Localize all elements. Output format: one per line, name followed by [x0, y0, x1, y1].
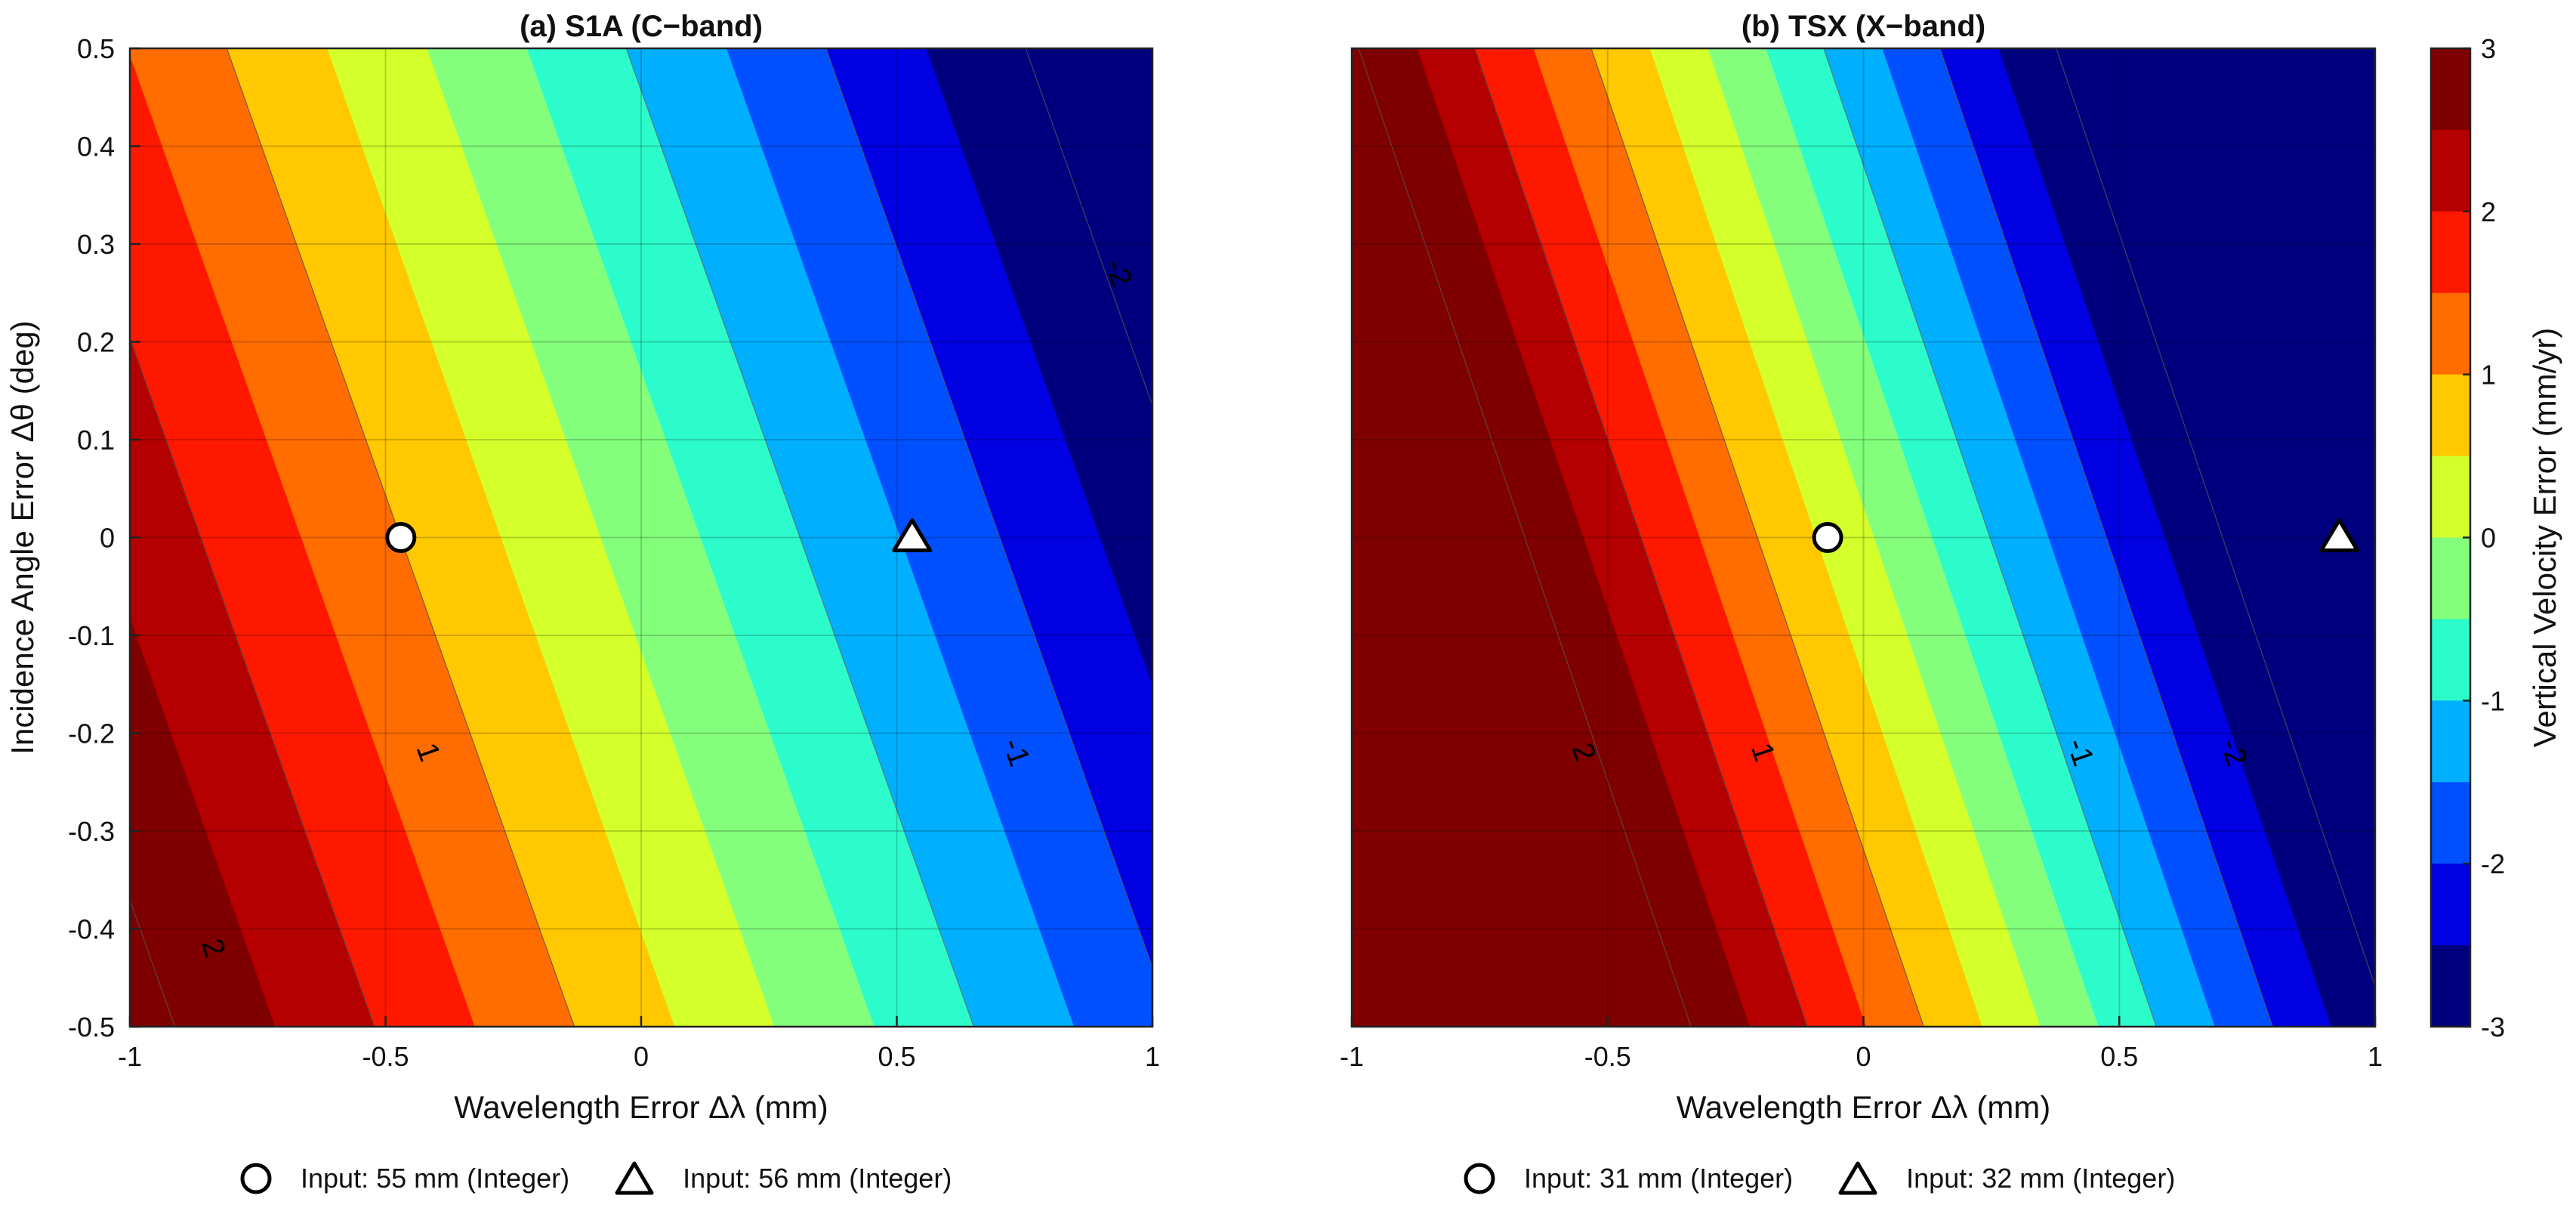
colorbar-tick-label: 3 [2481, 33, 2496, 64]
legend-a-item-triangle: Input: 56 mm (Integer) [613, 1160, 952, 1197]
colorbar-tick-label: -3 [2481, 1012, 2505, 1043]
legend-b-label-circle: Input: 31 mm (Integer) [1524, 1163, 1794, 1194]
panel-b-tsx: 12 -1 -2-1 -0.5 0 0.5 1(b) TSX (X−band)Wavelen… [1340, 10, 2383, 1125]
marker-triangle-a [892, 518, 933, 552]
y-tick-label: 0.5 [77, 33, 115, 64]
colorbar-segment [2431, 864, 2470, 946]
y-tick-label: -0.2 [68, 718, 115, 749]
legend-b-label-triangle: Input: 32 mm (Integer) [1906, 1163, 2176, 1194]
grid-a [130, 48, 1152, 1027]
x-tick-label: -0.5 [1584, 1041, 1631, 1072]
colorbar-segment [2431, 945, 2470, 1027]
x-axis-label-b: Wavelength Error Δλ (mm) [1677, 1089, 2051, 1125]
colorbar-segment [2431, 537, 2470, 620]
grid-b [1352, 48, 2375, 1027]
colorbar-segment [2431, 619, 2470, 701]
marker-triangle-b [2319, 518, 2360, 552]
contour-line [1025, 48, 1152, 407]
y-tick-label: 0.4 [77, 131, 115, 162]
x-tick-label: -1 [1340, 1041, 1364, 1072]
x-axis-label-a: Wavelength Error Δλ (mm) [454, 1089, 828, 1125]
contour-line [1474, 48, 1808, 1027]
y-tick-label: 0.3 [77, 229, 115, 260]
marker-circle-a [385, 522, 417, 553]
legend-b-item-circle: Input: 31 mm (Integer) [1462, 1161, 1793, 1196]
x-tick-label: -0.5 [362, 1041, 409, 1072]
contour-lines-b [1358, 48, 2375, 1027]
chart-title-b: (b) TSX (X−band) [1741, 10, 1985, 43]
circle-marker-icon [1464, 1163, 1495, 1194]
contour-line [1823, 48, 2157, 1027]
triangle-marker-icon [615, 1161, 654, 1195]
triangle-marker-icon [1838, 1161, 1877, 1195]
colorbar-tick-label: 0 [2481, 523, 2496, 554]
y-tick-label: 0.1 [77, 425, 115, 456]
x-tick-label: -1 [118, 1041, 142, 1072]
contour-line [1939, 48, 2273, 1027]
colorbar-tick-label: -1 [2481, 685, 2505, 716]
chart-title-a: (a) S1A (C−band) [520, 10, 763, 43]
y-tick-label: -0.5 [68, 1012, 115, 1043]
contour-line [625, 48, 974, 1027]
x-tick-label: 1 [2368, 1041, 2383, 1072]
colorbar-tick-label: 2 [2481, 196, 2496, 227]
y-tick-label: -0.4 [68, 914, 115, 945]
colorbar-segment [2431, 374, 2470, 457]
x-tick-label: 0.5 [878, 1041, 915, 1072]
contour-line [1358, 48, 1692, 1027]
colorbar-segment [2431, 456, 2470, 539]
colorbar-segment [2431, 782, 2470, 864]
contour-line [825, 48, 1152, 969]
contour-bands-b [1352, 48, 2375, 1027]
colorbar-tick-label: -2 [2481, 848, 2505, 879]
x-tick-label: 1 [1145, 1041, 1160, 1072]
legend-a-label-circle: Input: 55 mm (Integer) [301, 1163, 570, 1194]
colorbar-segment [2431, 48, 2470, 131]
y-axis-label-a: Incidence Angle Error Δθ (deg) [5, 320, 40, 754]
panel-a-s1a: 12-1-2-1 -0.5 0 0.5 10.50.40.30.20.10-0.1-0.… [5, 10, 1160, 1125]
contour-line [130, 336, 375, 1027]
x-tick-label: 0 [634, 1041, 649, 1072]
x-tick-label: 0 [1856, 1041, 1871, 1072]
contour-line [2056, 48, 2375, 988]
marker-circle-b [1812, 522, 1843, 553]
colorbar-label: Vertical Velocity Error (mm/yr) [2527, 328, 2562, 747]
y-tick-label: 0 [100, 523, 115, 554]
legend-b-item-triangle: Input: 32 mm (Integer) [1837, 1160, 2175, 1197]
colorbar-segment [2431, 211, 2470, 294]
colorbar-tick-label: 1 [2481, 360, 2496, 391]
colorbar-segment [2431, 700, 2470, 783]
circle-marker-icon [240, 1163, 272, 1194]
colorbar: 3 2 1 0 -1 -2 -3 Vertical Velocity Error (mm/yr… [2429, 33, 2562, 1043]
colorbar-segment [2431, 292, 2470, 375]
legend-a-item-circle: Input: 55 mm (Integer) [239, 1161, 569, 1196]
colorbar-segment [2431, 129, 2470, 212]
legend-a-label-triangle: Input: 56 mm (Integer) [683, 1163, 952, 1194]
y-tick-label: -0.1 [68, 620, 115, 651]
legend-b: Input: 31 mm (Integer) Input: 32 mm (Int… [1462, 1156, 2219, 1201]
contour-line [1590, 48, 1924, 1027]
y-tick-label: -0.3 [68, 816, 115, 847]
legend-a: Input: 55 mm (Integer) Input: 56 mm (Int… [239, 1156, 995, 1201]
y-tick-label: 0.2 [77, 327, 115, 358]
contour-band [1352, 48, 1692, 1027]
x-tick-label: 0.5 [2100, 1041, 2138, 1072]
